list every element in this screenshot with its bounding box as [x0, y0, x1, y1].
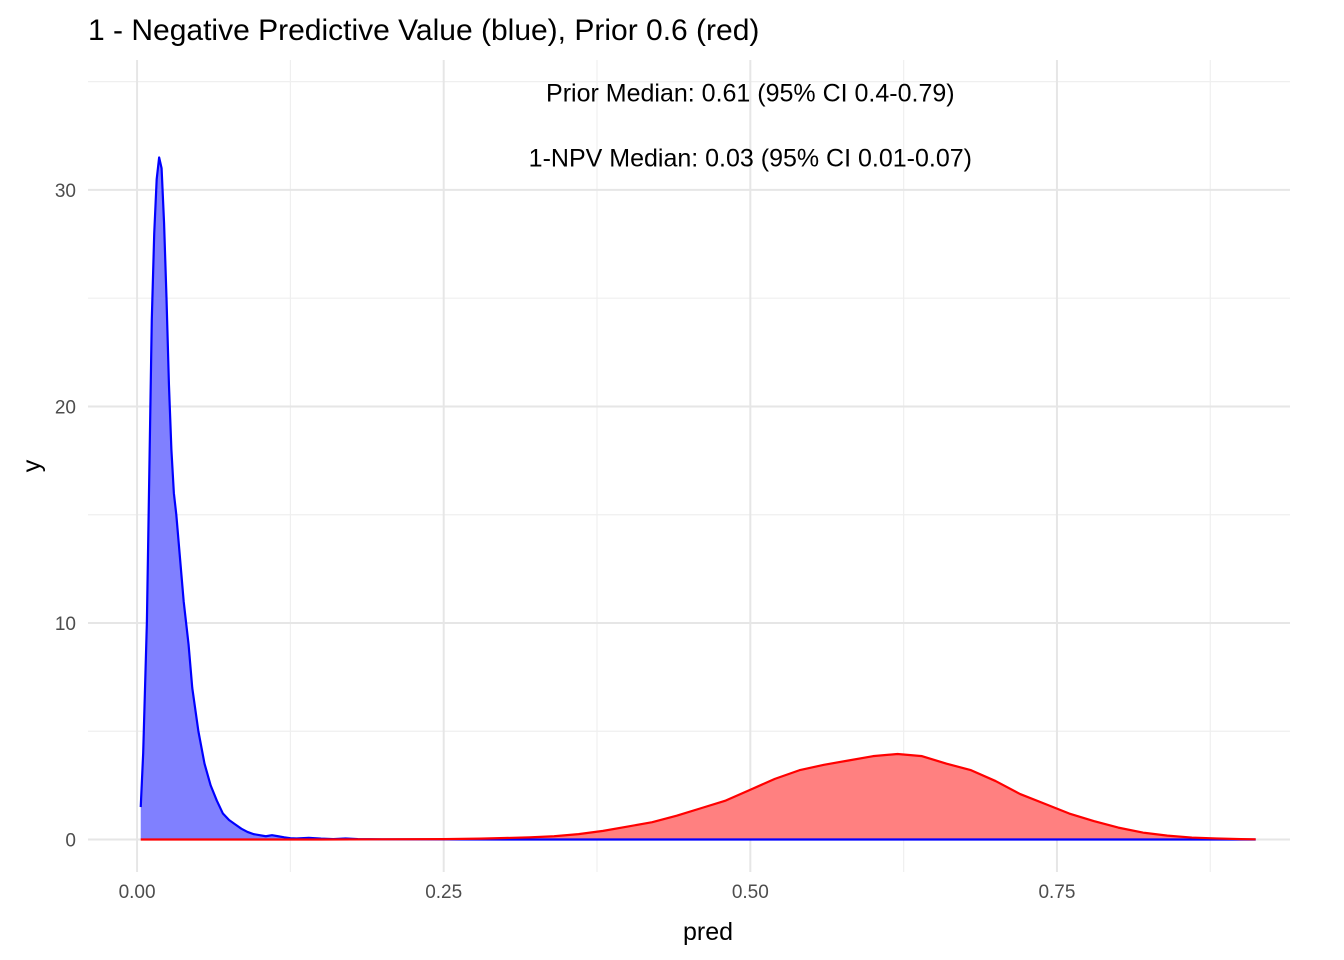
annotation-1: 1-NPV Median: 0.03 (95% CI 0.01-0.07) — [529, 144, 972, 172]
density-line-prior — [140, 752, 1256, 841]
density-lines — [139, 156, 1256, 841]
density-area-prior — [140, 753, 1256, 840]
x-tick-label: 0.00 — [119, 882, 156, 903]
x-tick-label: 0.25 — [425, 882, 462, 903]
density-areas — [140, 157, 1256, 840]
density-area-npv — [140, 157, 1256, 840]
density-line-npv — [139, 156, 1256, 841]
x-axis-ticks: 0.00 0.25 0.50 0.75 — [119, 882, 1076, 903]
x-tick-label: 0.75 — [1038, 882, 1075, 903]
annotations: Prior Median: 0.61 (95% CI 0.4-0.79) 1-NP… — [529, 79, 972, 172]
y-tick-label: 30 — [55, 181, 76, 202]
y-axis-title: y — [18, 459, 46, 472]
grid — [88, 60, 1290, 872]
x-tick-label: 0.50 — [732, 882, 769, 903]
annotation-0: Prior Median: 0.61 (95% CI 0.4-0.79) — [546, 79, 955, 107]
y-axis-ticks: 0 10 20 30 — [55, 181, 76, 852]
y-tick-label: 20 — [55, 397, 76, 418]
y-tick-label: 0 — [65, 831, 76, 852]
x-axis-title: pred — [683, 918, 733, 946]
chart-title: 1 - Negative Predictive Value (blue), Pr… — [88, 14, 759, 47]
y-tick-label: 10 — [55, 614, 76, 635]
